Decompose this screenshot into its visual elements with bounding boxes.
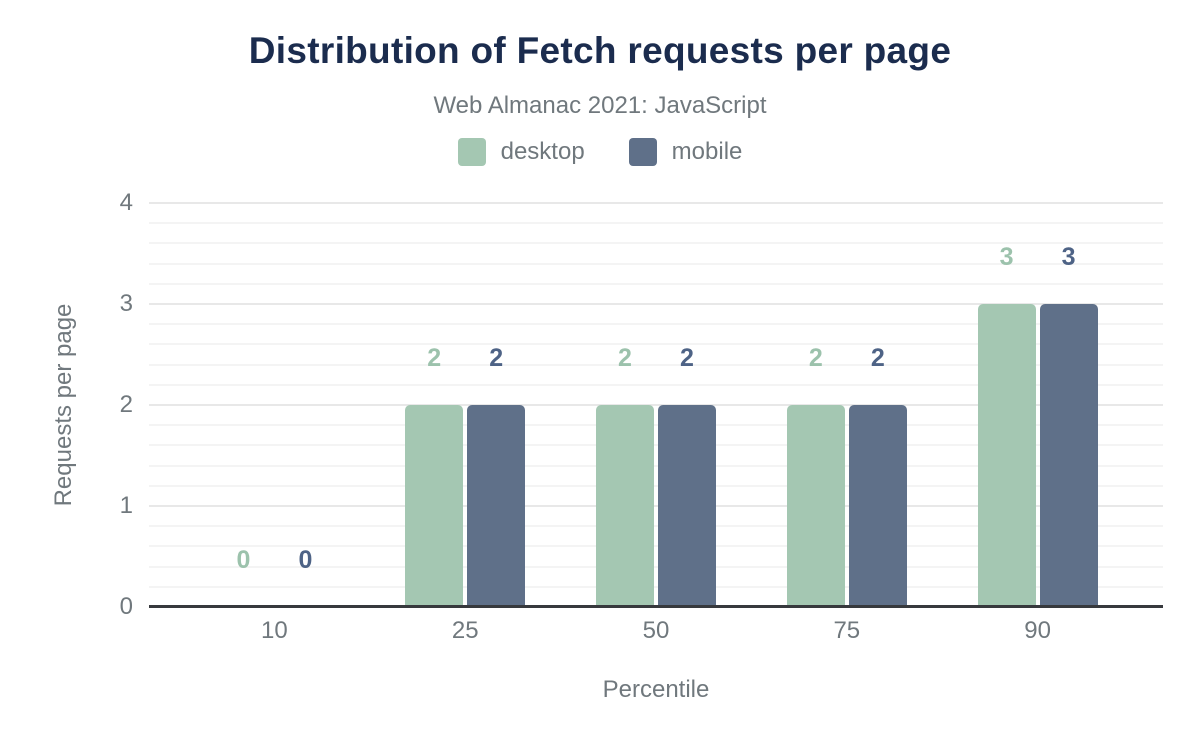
gridline-minor [149,363,1163,366]
bar-value-label: 2 [870,344,885,372]
gridline-minor [149,262,1163,265]
x-axis-title: Percentile [602,676,710,703]
bar-mobile [1039,304,1098,607]
y-tick-label: 2 [119,391,133,418]
bar-value-label: 3 [999,243,1014,271]
bar-value-label: 0 [298,546,313,574]
bar-value-label: 2 [427,344,442,372]
y-tick-label: 0 [119,593,133,620]
y-tick-label: 1 [119,492,133,519]
bar-value-label: 2 [808,344,823,372]
legend: desktop mobile [0,138,1200,166]
x-axis-line [149,605,1163,608]
bar-value-label: 2 [680,344,694,372]
bar-value-label: 0 [236,546,251,574]
gridline-minor [149,545,1163,548]
x-tick-label: 75 [833,617,861,644]
bar-value-label: 2 [489,344,504,372]
bar-desktop [977,304,1036,607]
x-tick-label: 25 [451,617,479,644]
x-tick-label: 50 [642,617,670,644]
bar-desktop [786,405,845,607]
gridline-minor [149,343,1163,346]
gridline-minor [149,444,1163,447]
gridline-minor [149,323,1163,326]
plot-area [149,202,1163,608]
legend-item-mobile[interactable]: mobile [628,138,743,166]
y-tick-label: 3 [119,290,133,317]
gridline-major [149,202,1163,204]
x-tick-label: 10 [261,617,288,644]
legend-swatch-desktop [457,138,486,166]
bar-mobile [467,405,526,607]
gridline-minor [149,484,1163,487]
bar-mobile [848,405,907,607]
gridline-minor [149,242,1163,245]
bar-desktop [405,405,464,607]
bar-value-label: 2 [618,344,632,372]
gridline-major [149,404,1163,406]
bar-column-mobile: 2 [848,344,907,607]
legend-label: mobile [671,138,743,165]
bar-column-mobile: 2 [467,344,526,607]
gridline-minor [149,585,1163,588]
gridline-minor [149,525,1163,528]
bar-column-mobile: 0 [276,548,334,607]
y-tick-label: 4 [119,189,133,216]
gridline-major [149,505,1163,507]
legend-swatch-mobile [628,138,657,166]
bar-column-desktop: 0 [214,548,272,607]
bar-desktop [595,405,654,607]
gridline-minor [149,424,1163,427]
bar-column-desktop: 2 [595,344,654,607]
gridline-major [149,303,1163,305]
legend-label: desktop [500,138,585,165]
bar-column-desktop: 2 [405,344,464,607]
chart-title: Distribution of Fetch requests per page [248,30,952,71]
bar-column-desktop: 2 [786,344,845,607]
gridline-minor [149,222,1163,225]
gridline-minor [149,464,1163,467]
chart-subtitle: Web Almanac 2021: JavaScript [433,92,767,119]
bar-column-desktop: 3 [977,243,1036,607]
gridline-minor [149,282,1163,285]
bar-column-mobile: 2 [657,344,716,607]
bar-mobile [657,405,716,607]
gridline-minor [149,383,1163,386]
bar-value-label: 3 [1061,243,1076,271]
x-tick-label: 90 [1024,617,1051,644]
legend-item-desktop[interactable]: desktop [457,138,585,166]
bar-column-mobile: 3 [1039,243,1098,607]
gridline-minor [149,565,1163,568]
